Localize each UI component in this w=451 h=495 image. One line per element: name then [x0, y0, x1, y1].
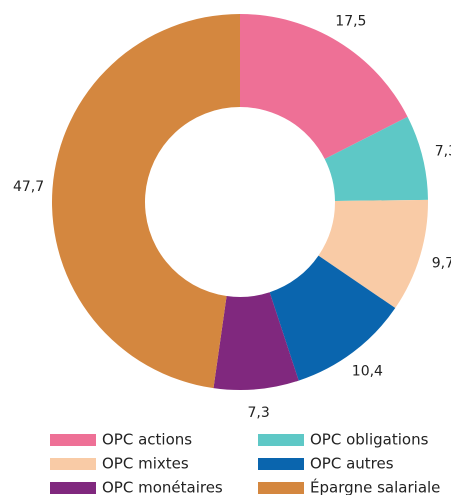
legend-label: OPC monétaires [102, 479, 223, 495]
legend-label: OPC autres [310, 455, 394, 473]
legend-swatch [50, 482, 96, 494]
donut-slice [213, 292, 299, 390]
legend-swatch [258, 434, 304, 446]
data-label: 10,4 [352, 363, 383, 379]
donut-slice [269, 255, 396, 381]
data-label: 7,3 [248, 405, 270, 421]
legend-label: Épargne salariale [310, 478, 440, 495]
data-label: 9,7 [432, 255, 451, 271]
legend-swatch [258, 458, 304, 470]
data-label: 7,3 [435, 143, 451, 159]
data-label: 17,5 [335, 13, 366, 29]
legend-label: OPC mixtes [102, 455, 189, 473]
data-label: 47,7 [13, 179, 44, 195]
legend-label: OPC obligations [310, 431, 429, 449]
donut-slice [240, 14, 408, 159]
donut-slice [318, 199, 428, 309]
legend-swatch [50, 434, 96, 446]
legend-swatch [258, 482, 304, 494]
donut-slice [52, 14, 241, 389]
legend-label: OPC actions [102, 431, 192, 449]
donut-slice [324, 116, 428, 201]
legend-swatch [50, 458, 96, 470]
